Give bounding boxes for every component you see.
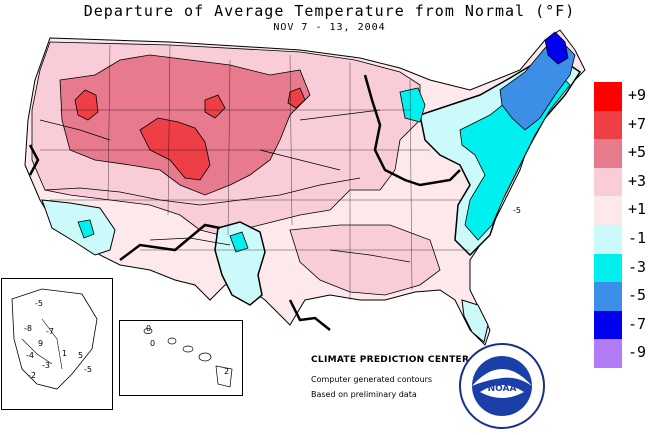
legend-swatch: [594, 253, 622, 283]
zone-minus7-maine: [544, 31, 569, 65]
ak-label: -8: [24, 324, 32, 333]
legend-label: -3: [628, 257, 647, 276]
credit-line3: Based on preliminary data: [311, 390, 417, 399]
zone-minus3-lakes: [399, 87, 426, 123]
thin-contours: [39, 109, 411, 263]
legend-label: -9: [628, 343, 647, 362]
legend-label: -7: [628, 314, 647, 333]
legend-swatch: [594, 339, 622, 368]
ak-label: -3: [42, 361, 50, 370]
zone-plus7-nd: [287, 87, 306, 109]
hawaii-map: [143, 328, 233, 388]
legend-swatch: [594, 110, 622, 140]
legend-label: +9: [628, 86, 647, 104]
zero-contour-west: [28, 144, 40, 176]
credit-line2: Computer generated contours: [311, 375, 433, 384]
legend-swatch: [594, 139, 622, 168]
map-subtitle: NOV 7 - 13, 2004: [273, 22, 386, 33]
zone-minus1-florida: [461, 299, 489, 343]
legend-label: +7: [628, 114, 647, 133]
legend-swatch: [594, 196, 622, 225]
hi-label: 0: [150, 339, 156, 348]
legend-entry: +3: [594, 167, 658, 197]
legend-entry: +5: [594, 139, 658, 168]
legend-swatch: [594, 310, 622, 340]
zone-minus1-texas: [214, 221, 266, 306]
ne-ocean-label: -5: [513, 206, 521, 215]
ak-label: -7: [46, 327, 54, 336]
ak-label: -5: [35, 299, 43, 308]
alaska-inset: -5 -8 -7 9 -4 -3 -2 1 5 -5: [1, 278, 113, 410]
legend-swatch: [594, 282, 622, 311]
credit-center: CLIMATE PREDICTION CENTER, NOAA: [311, 355, 507, 365]
zone-plus3-south: [289, 224, 441, 296]
ak-label: -5: [84, 365, 92, 374]
legend: +9 +7 +5 +3 +1 -1 -3 -5 -7 -9: [594, 82, 658, 368]
ak-label: 1: [62, 349, 68, 358]
noaa-logo-text: NOAA: [488, 384, 517, 394]
noaa-logo: NOAA: [459, 343, 545, 429]
zone-minus3-sw: [77, 219, 95, 239]
legend-entry: -3: [594, 253, 658, 283]
zone-plus7-idaho: [74, 89, 99, 121]
legend-entry: -9: [594, 339, 658, 368]
hawaii-inset: 0 0 2: [119, 320, 243, 396]
zero-contour-gulf: [288, 299, 331, 331]
zero-contour-central: [363, 74, 461, 187]
legend-swatch: [594, 224, 622, 254]
alaska-map: [11, 288, 98, 390]
legend-label: -5: [628, 286, 647, 305]
legend-swatch: [594, 167, 622, 197]
zone-minus3-texas: [229, 231, 249, 253]
legend-label: -1: [628, 228, 647, 247]
ak-label: -4: [26, 351, 34, 360]
state-borders: [40, 44, 470, 300]
zone-plus7-wyoming: [139, 117, 211, 181]
ak-label: -2: [28, 371, 36, 380]
map-title: Departure of Average Temperature from No…: [83, 2, 576, 20]
hi-label: 0: [146, 324, 152, 333]
legend-label: +3: [628, 171, 647, 190]
hi-label: 2: [224, 367, 230, 376]
legend-entry: +9: [594, 82, 658, 111]
legend-entry: +1: [594, 196, 658, 225]
zone-minus1-sw: [41, 199, 116, 256]
ak-label: 9: [38, 339, 44, 348]
legend-entry: +7: [594, 110, 658, 140]
legend-swatch: [594, 82, 622, 111]
legend-label: +5: [628, 143, 647, 162]
legend-entry: -7: [594, 310, 658, 340]
ak-label: 5: [78, 351, 84, 360]
legend-label: +1: [628, 200, 647, 219]
legend-entry: -5: [594, 282, 658, 311]
legend-entry: -1: [594, 224, 658, 254]
